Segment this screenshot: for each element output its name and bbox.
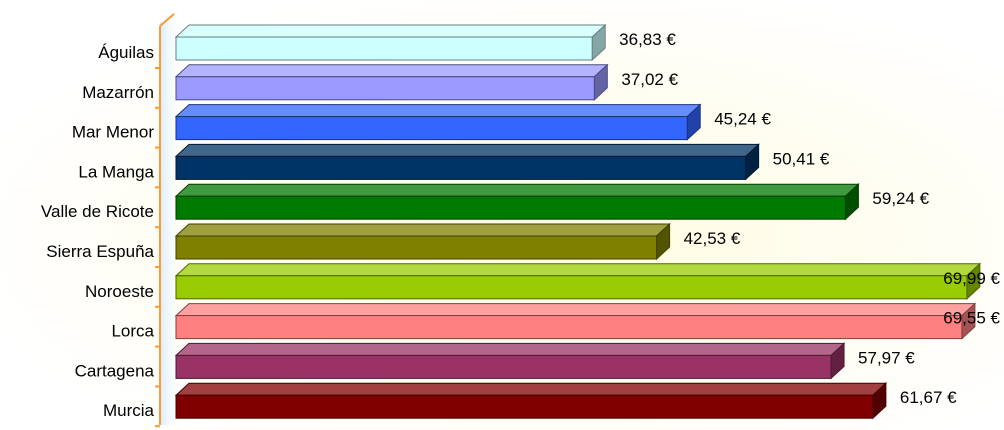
bar	[175, 315, 963, 340]
bar-top-face	[174, 303, 977, 317]
bar-top-face	[174, 64, 609, 78]
category-label: Mazarrón	[82, 83, 154, 102]
bar-top-face	[174, 382, 888, 396]
category-label: Sierra Espuña	[46, 242, 154, 261]
value-label: 45,24 €	[714, 110, 771, 129]
category-label: Mar Menor	[72, 123, 155, 142]
bar	[175, 195, 846, 220]
category-label: Valle de Ricote	[41, 202, 154, 221]
category-label: Noroeste	[85, 282, 154, 301]
category-label: Águilas	[98, 43, 154, 62]
bar	[175, 354, 832, 379]
y-axis-depth-line	[159, 13, 175, 27]
value-label: 57,97 €	[858, 348, 915, 367]
value-label: 61,67 €	[900, 388, 957, 407]
bar	[175, 155, 747, 180]
bar-top-face	[174, 24, 607, 38]
value-label: 69,55 €	[943, 309, 1000, 328]
bar-top-face	[174, 183, 860, 197]
bar	[175, 394, 874, 419]
value-label: 37,02 €	[621, 70, 678, 89]
value-label: 59,24 €	[872, 189, 929, 208]
bar-top-face	[174, 342, 846, 356]
bar-top-face	[174, 263, 982, 277]
category-label: Cartagena	[75, 361, 155, 380]
bar	[175, 76, 595, 101]
value-label: 36,83 €	[619, 30, 676, 49]
bar-top-face	[174, 104, 702, 118]
bar	[175, 116, 688, 141]
bar	[175, 235, 658, 260]
value-label: 50,41 €	[773, 149, 830, 168]
bar-top-face	[174, 143, 760, 157]
category-label: Murcia	[103, 401, 155, 420]
category-label: La Manga	[78, 162, 154, 181]
value-label: 42,53 €	[684, 229, 741, 248]
bar	[175, 275, 968, 300]
bar-top-face	[174, 223, 671, 237]
category-label: Lorca	[111, 322, 154, 341]
bar	[175, 36, 593, 61]
value-label: 69,99 €	[943, 269, 1000, 288]
